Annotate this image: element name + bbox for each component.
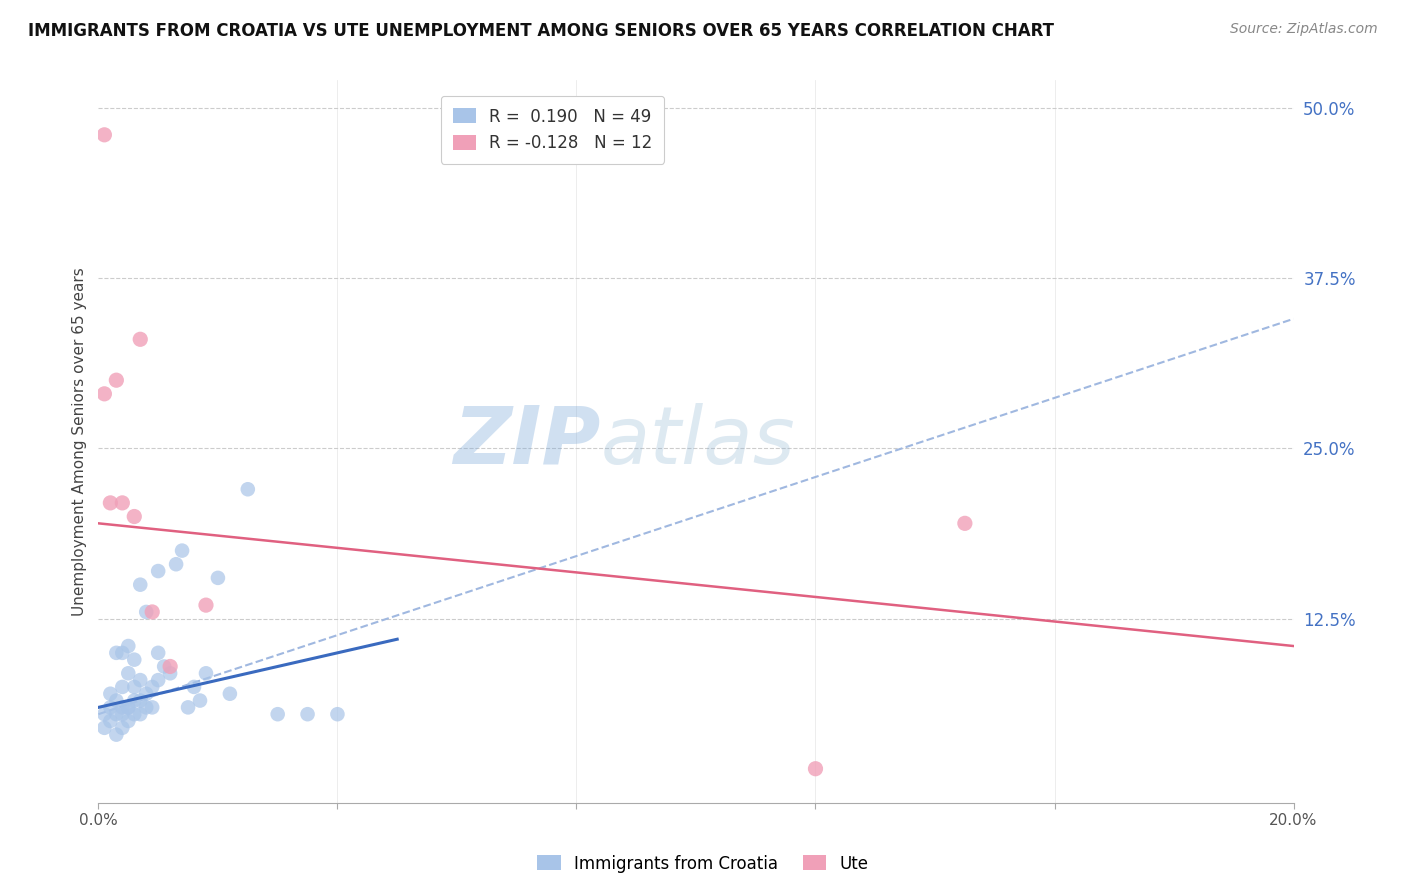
Text: atlas: atlas [600,402,796,481]
Point [105,646,128,660]
Point [111,680,134,694]
Point [159,659,181,673]
Text: ZIP: ZIP [453,402,600,481]
Point [953,516,976,531]
Point [129,332,152,346]
Point [117,666,139,681]
Point [188,693,211,707]
Point [124,653,146,667]
Point [326,707,349,722]
Point [105,728,128,742]
Point [183,680,205,694]
Point [135,687,157,701]
Point [98,496,122,510]
Point [124,509,146,524]
Point [297,707,319,722]
Point [804,762,827,776]
Point [148,673,170,687]
Point [117,714,139,728]
Point [177,700,200,714]
Point [267,707,290,722]
Point [111,496,134,510]
Point [141,605,163,619]
Point [165,558,187,572]
Point [98,700,122,714]
Point [98,687,122,701]
Point [129,707,152,722]
Point [111,646,134,660]
Point [159,666,181,681]
Point [105,693,128,707]
Point [124,680,146,694]
Point [219,687,242,701]
Point [195,598,218,612]
Point [117,700,139,714]
Point [129,693,152,707]
Point [148,646,170,660]
Point [207,571,229,585]
Point [236,482,259,496]
Point [124,693,146,707]
Point [124,707,146,722]
Point [141,700,163,714]
Point [153,659,176,673]
Point [93,721,115,735]
Point [141,680,163,694]
Point [105,707,128,722]
Point [117,700,139,714]
Point [135,605,157,619]
Text: Source: ZipAtlas.com: Source: ZipAtlas.com [1230,22,1378,37]
Point [105,373,128,387]
Legend: Immigrants from Croatia, Ute: Immigrants from Croatia, Ute [530,848,876,880]
Text: IMMIGRANTS FROM CROATIA VS UTE UNEMPLOYMENT AMONG SENIORS OVER 65 YEARS CORRELAT: IMMIGRANTS FROM CROATIA VS UTE UNEMPLOYM… [28,22,1054,40]
Point [135,700,157,714]
Point [129,673,152,687]
Legend: R =  0.190   N = 49, R = -0.128   N = 12: R = 0.190 N = 49, R = -0.128 N = 12 [441,95,664,163]
Point [148,564,170,578]
Point [98,714,122,728]
Point [93,707,115,722]
Point [117,639,139,653]
Point [172,543,194,558]
Point [111,707,134,722]
Y-axis label: Unemployment Among Seniors over 65 years: Unemployment Among Seniors over 65 years [72,268,87,615]
Point [195,666,218,681]
Point [111,721,134,735]
Point [93,387,115,401]
Point [129,577,152,591]
Point [93,128,115,142]
Point [111,700,134,714]
